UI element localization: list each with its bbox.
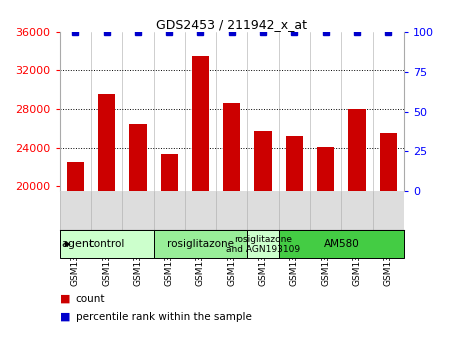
Bar bbox=[60, 230, 154, 258]
Bar bbox=[67, 162, 84, 191]
Text: rosiglitazone
and AGN193109: rosiglitazone and AGN193109 bbox=[226, 235, 300, 254]
Bar bbox=[192, 56, 209, 191]
Bar bbox=[279, 230, 404, 258]
Bar bbox=[223, 103, 241, 191]
Text: percentile rank within the sample: percentile rank within the sample bbox=[76, 312, 252, 322]
Text: agent: agent bbox=[61, 239, 94, 249]
Title: GDS2453 / 211942_x_at: GDS2453 / 211942_x_at bbox=[157, 18, 307, 31]
Text: ■: ■ bbox=[60, 294, 70, 304]
Bar bbox=[154, 230, 247, 258]
Bar bbox=[348, 109, 365, 191]
Bar bbox=[129, 124, 146, 191]
Bar bbox=[286, 136, 303, 191]
Text: control: control bbox=[89, 239, 125, 249]
Bar bbox=[98, 94, 115, 191]
Bar bbox=[317, 147, 334, 191]
Text: rosiglitazone: rosiglitazone bbox=[167, 239, 234, 249]
Bar bbox=[161, 154, 178, 191]
Bar bbox=[254, 131, 272, 191]
Text: count: count bbox=[76, 294, 105, 304]
Text: ■: ■ bbox=[60, 312, 70, 322]
Text: AM580: AM580 bbox=[324, 239, 359, 249]
Bar bbox=[247, 230, 279, 258]
Bar bbox=[380, 133, 397, 191]
